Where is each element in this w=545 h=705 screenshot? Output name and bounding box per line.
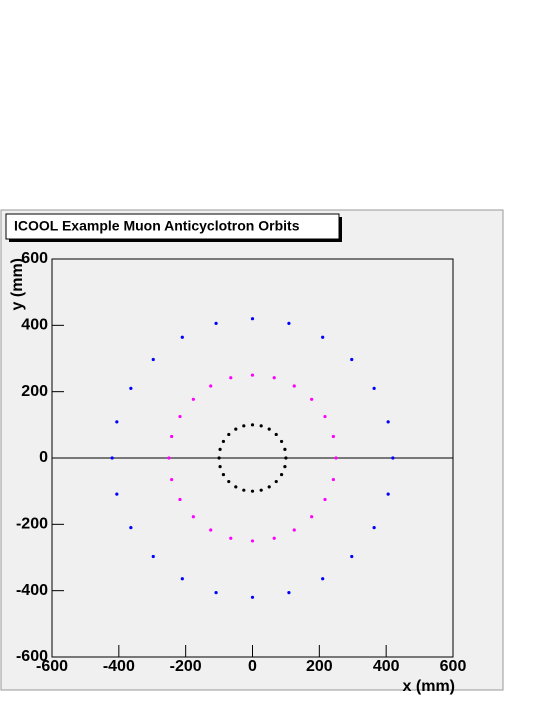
y-tick-label: 400 [21, 317, 48, 334]
point [321, 577, 325, 581]
point [227, 479, 231, 484]
point [350, 554, 354, 559]
point [287, 321, 291, 325]
y-tick-label: -400 [16, 582, 48, 599]
point [217, 456, 221, 460]
x-tick-label: 200 [306, 658, 333, 675]
point [250, 373, 255, 377]
point [221, 472, 226, 477]
point [250, 317, 255, 321]
point [283, 465, 287, 469]
point [170, 434, 174, 439]
point [310, 515, 314, 519]
y-tick-label: 600 [21, 250, 48, 267]
x-tick-label: -200 [170, 658, 202, 675]
point [323, 497, 327, 502]
point [274, 479, 278, 484]
point [250, 595, 255, 599]
y-tick-label: 200 [21, 383, 48, 400]
point [284, 456, 288, 460]
point [386, 492, 390, 496]
point [209, 384, 213, 388]
point [178, 497, 182, 502]
point [115, 492, 119, 496]
point [191, 397, 195, 401]
point [178, 414, 182, 419]
chart-title: ICOOL Example Muon Anticyclotron Orbits [14, 218, 300, 234]
x-axis-label: x (mm) [403, 678, 455, 695]
point [214, 591, 218, 595]
point [350, 357, 354, 362]
x-tick-label: 0 [248, 658, 257, 675]
point [218, 465, 222, 469]
point [221, 439, 226, 444]
point [115, 420, 119, 424]
point [229, 376, 233, 380]
point [250, 489, 255, 493]
point [229, 536, 233, 540]
point [129, 526, 133, 530]
point [279, 472, 284, 477]
point [151, 357, 155, 362]
x-tick-label: -400 [103, 658, 135, 675]
point [386, 420, 390, 424]
point [372, 386, 376, 390]
point [227, 432, 231, 437]
point [250, 539, 255, 543]
point [331, 434, 335, 439]
point [331, 477, 335, 482]
point [391, 456, 395, 460]
point [372, 526, 376, 530]
point [310, 397, 314, 401]
point [267, 485, 271, 489]
point [110, 456, 114, 460]
point [259, 424, 263, 428]
point [267, 427, 271, 431]
y-tick-label: 0 [39, 449, 48, 466]
point [151, 554, 155, 559]
point [279, 439, 284, 444]
point [292, 528, 296, 532]
y-tick-label: -600 [16, 648, 48, 665]
x-tick-label: -600 [36, 658, 68, 675]
point [274, 432, 278, 437]
point [292, 384, 296, 388]
point [234, 427, 238, 431]
point [167, 456, 171, 460]
point [191, 515, 195, 519]
point [209, 528, 213, 532]
point [272, 536, 276, 540]
y-axis-label: y (mm) [9, 258, 26, 310]
point [321, 335, 325, 339]
point [180, 577, 184, 581]
point [180, 335, 184, 339]
x-tick-label: 400 [373, 658, 400, 675]
point [129, 386, 133, 390]
point [323, 414, 327, 419]
point [214, 321, 218, 325]
point [272, 376, 276, 380]
point [234, 485, 238, 489]
point [283, 447, 287, 451]
title-box [5, 213, 340, 240]
point [259, 488, 263, 492]
point [287, 591, 291, 595]
point [334, 456, 338, 460]
point [170, 477, 174, 482]
y-tick-label: -200 [16, 516, 48, 533]
point [242, 488, 246, 492]
point [242, 424, 246, 428]
point [218, 447, 222, 451]
x-tick-label: 600 [440, 658, 467, 675]
point [250, 423, 255, 427]
